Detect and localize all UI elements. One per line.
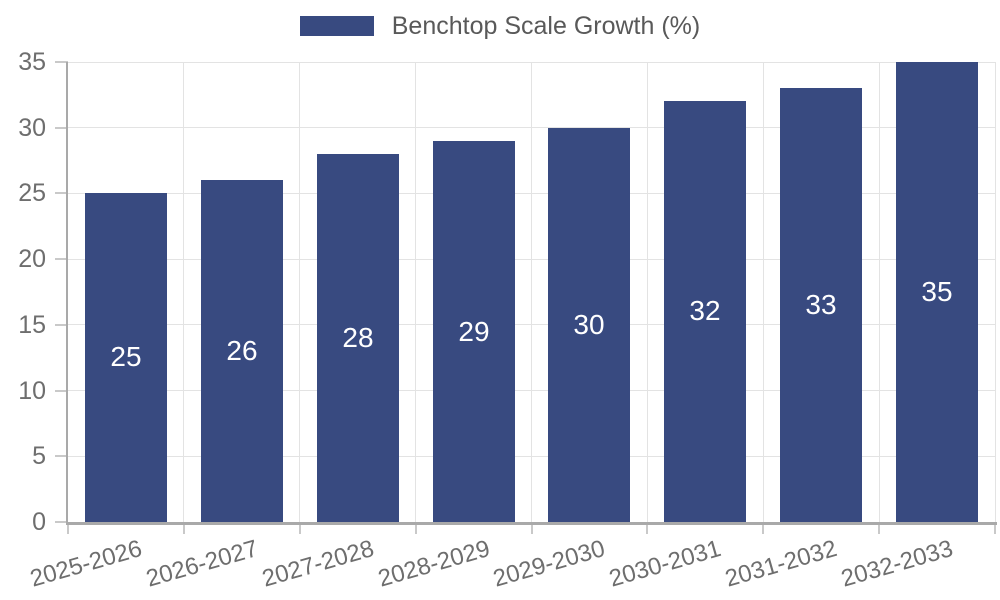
x-tick [994, 523, 996, 534]
x-tick-label: 2026-2027 [143, 535, 262, 593]
bar-value-label: 29 [458, 316, 490, 347]
bar: 33 [780, 88, 862, 522]
x-tick [415, 523, 417, 534]
bar: 25 [85, 193, 167, 522]
x-tick [646, 523, 648, 534]
bar-value-label: 30 [573, 309, 605, 340]
x-tick-label: 2029-2030 [490, 535, 609, 593]
y-tick [55, 258, 68, 260]
bar-value-label: 35 [921, 276, 953, 307]
y-tick [55, 390, 68, 392]
x-tick-label: 2025-2026 [27, 535, 146, 593]
bar-value-label: 32 [689, 295, 721, 326]
legend-label: Benchtop Scale Growth (%) [391, 12, 701, 40]
y-tick-label: 0 [32, 508, 46, 536]
bar-value-label: 33 [805, 289, 837, 320]
bar: 26 [201, 180, 283, 522]
y-tick [55, 61, 68, 63]
x-tick [67, 523, 69, 534]
x-axis-line [66, 522, 997, 525]
x-tick [531, 523, 533, 534]
x-tick-label: 2030-2031 [606, 535, 725, 593]
x-tick [299, 523, 301, 534]
x-tick-label: 2028-2029 [375, 535, 494, 593]
y-tick [55, 455, 68, 457]
x-gridline [299, 62, 300, 522]
y-tick-label: 35 [18, 48, 46, 76]
y-tick [55, 521, 68, 523]
x-tick-label: 2031-2032 [722, 535, 841, 593]
x-gridline [647, 62, 648, 522]
bar: 32 [664, 101, 746, 522]
y-axis-line [66, 62, 68, 525]
x-gridline [763, 62, 764, 522]
x-tick-label: 2027-2028 [259, 535, 378, 593]
y-tick-label: 10 [18, 377, 46, 405]
x-gridline [879, 62, 880, 522]
y-tick-label: 5 [32, 442, 46, 470]
bar: 29 [433, 141, 515, 522]
y-tick [55, 192, 68, 194]
x-tick [878, 523, 880, 534]
x-tick-label: 2032-2033 [838, 535, 957, 593]
legend: Benchtop Scale Growth (%) [0, 13, 1000, 39]
bar-value-label: 25 [110, 341, 142, 372]
y-tick [55, 127, 68, 129]
y-tick [55, 324, 68, 326]
x-gridline [415, 62, 416, 522]
y-tick-label: 25 [18, 179, 46, 207]
bar: 28 [317, 154, 399, 522]
bar: 35 [896, 62, 978, 522]
bar-value-label: 28 [342, 322, 374, 353]
x-gridline [183, 62, 184, 522]
x-gridline [531, 62, 532, 522]
bar-value-label: 26 [226, 335, 258, 366]
y-tick-label: 30 [18, 114, 46, 142]
bar: 30 [548, 128, 630, 522]
legend-swatch [299, 16, 374, 36]
x-tick [762, 523, 764, 534]
x-tick [183, 523, 185, 534]
y-tick-label: 20 [18, 245, 46, 273]
x-gridline [995, 62, 996, 522]
y-tick-label: 15 [18, 311, 46, 339]
